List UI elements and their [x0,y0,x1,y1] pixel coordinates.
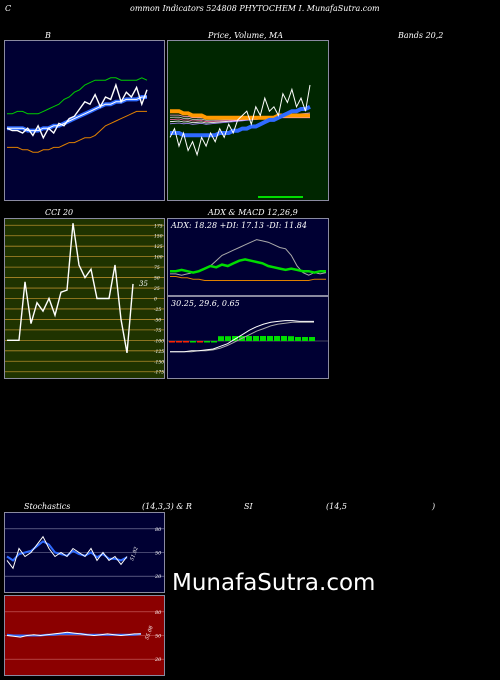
bb-label: B [45,31,51,40]
cci-label: CCI 20 [45,208,74,217]
cci-tick-label: 75 [154,265,160,271]
stochastics-panel: 80 50 20 51.92 [4,512,165,593]
bollinger-panel [4,40,165,201]
rsi-tick-label: 50 [155,634,162,640]
cci-tick-label: 100 [154,255,163,261]
cci-tick-label: 0 [154,297,157,303]
macd-histogram-bar [197,341,203,343]
cci-tick-label: -25 [154,307,161,313]
cci-tick-label: 150 [154,234,163,240]
rsi-params-close: ) [432,502,436,511]
rsi-tick-label: 80 [155,610,162,616]
macd-histogram-bar [281,336,287,341]
stoch-tick-label: 80 [155,527,162,533]
cci-chart: 175 150 125 100 75 50 25 0 -25 -50 -75 -100 -125 -150… [5,223,164,376]
bollinger-price-line [6,82,148,140]
stoch-tick-label: 50 [155,551,162,557]
adx-macd-label: ADX & MACD 12,26,9 [208,208,298,217]
macd-histogram-bar [267,336,273,341]
bollinger-lower-band [7,110,147,153]
macd-line [170,320,314,353]
macd-histogram-bar [225,336,231,341]
price-chart [169,84,311,198]
cci-tick-label: -100 [154,338,164,344]
macd-signal-line [170,321,314,353]
macd-histogram-bar [176,341,182,343]
stochastics-chart: 80 50 20 51.92 [5,527,164,580]
bollinger-middle-band-core [7,96,147,132]
bollinger-upper-band [7,77,148,115]
macd-histogram-bar [169,341,175,343]
cci-line [7,223,134,354]
macd-histogram-bar [211,341,217,343]
stoch-label: Stochastics [24,502,71,511]
cci-last-value-label: 35 [139,280,148,288]
macd-histogram-bar [218,336,224,341]
cci-panel: 175 150 125 100 75 50 25 0 -25 -50 -75 -100 -125 -150… [4,218,165,379]
macd-chart [168,320,328,353]
macd-readout: 30.25, 29.6, 0.65 [171,299,240,308]
macd-histogram-bar [288,336,294,341]
price-line [169,84,311,157]
page-title: ommon Indicators 524808 PHYTOCHEM I. Mun… [130,4,380,13]
cci-tick-label: 125 [154,244,163,250]
adx-panel: ADX: 18.28 +DI: 17.13 -DI: 11.84 [167,218,329,296]
macd-histogram-bar [183,341,189,343]
macd-histogram-bar [246,336,252,341]
adx-readout: ADX: 18.28 +DI: 17.13 -DI: 11.84 [171,221,307,230]
cci-tick-label: 175 [154,223,163,229]
adx-chart [170,239,327,281]
rsi-line [6,631,141,638]
bollinger-chart [6,77,148,153]
cci-tick-label: -50 [154,317,161,323]
macd-histogram-bar [274,336,280,341]
stoch-d-line [6,540,128,562]
adx-line [170,258,326,274]
macd-histogram-bar [204,341,210,343]
rsi-chart: 80 50 20 55.08 [5,610,164,663]
bands-label: Bands 20,2 [398,31,444,40]
rsi-panel: 80 50 20 55.08 [4,595,165,676]
macd-histogram-bar [190,341,196,343]
price-ma-fast [170,105,311,138]
cci-tick-label: -175 [154,370,164,376]
macd-histogram-bar [253,336,259,341]
watermark: MunafaSutra.com [172,570,376,596]
cci-tick-label: -125 [154,349,164,355]
rsi-params-label: (14,5 [326,502,347,511]
cci-tick-label: -75 [154,328,161,334]
cci-tick-label: 25 [153,286,160,292]
macd-histogram-bar [309,337,315,341]
macd-histogram-bar [295,337,301,341]
rsi-tick-label: 20 [154,657,162,663]
cci-tick-label: -150 [154,359,164,365]
macd-histogram-bar [302,337,308,341]
macd-histogram-bar [260,336,266,341]
rsi-label: SI [244,502,253,511]
stoch-params-label: (14,3,3) & R [142,502,192,511]
price-ma-label: Price, Volume, MA [208,31,284,40]
macd-panel: 30.25, 29.6, 0.65 [167,296,329,379]
header-left-char: C [5,4,12,13]
stoch-k-line [6,535,128,570]
adx-minus-di-line [170,276,326,281]
cci-tick-label: 50 [154,276,160,282]
stoch-last-value-label: 51.92 [129,546,140,562]
stoch-tick-label: 20 [154,574,162,580]
rsi-last-value-label: 55.08 [144,625,155,641]
price-panel [167,40,329,201]
